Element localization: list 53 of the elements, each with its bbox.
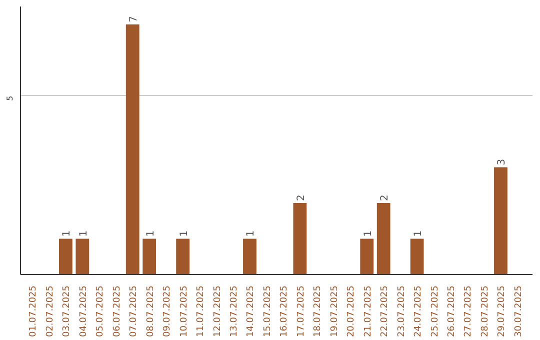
data-label: 1: [246, 230, 257, 237]
x-tick-label: 02.07.2025: [45, 286, 56, 338]
x-tick-label: 22.07.2025: [380, 286, 390, 338]
bar: [58, 238, 72, 274]
x-tick-label: 21.07.2025: [363, 286, 374, 338]
data-label: 1: [178, 230, 190, 237]
data-label: 3: [496, 158, 508, 166]
x-tick-label: 09.07.2025: [162, 286, 173, 338]
data-label: 1: [62, 230, 73, 237]
bar: [410, 238, 424, 274]
x-tick-label: 23.07.2025: [396, 286, 407, 338]
bar: [142, 238, 156, 274]
data-label: 2: [380, 194, 391, 202]
data-label: 7: [128, 16, 140, 22]
data-label: 1: [78, 230, 90, 237]
bar: [126, 24, 140, 274]
data-label: 2: [296, 194, 307, 202]
x-tick-label: 13.07.2025: [229, 286, 240, 338]
bar: [176, 238, 190, 274]
bar: [360, 238, 374, 274]
bar: [494, 167, 508, 274]
x-tick-label: 15.07.2025: [262, 286, 273, 338]
x-tick-label: 10.07.2025: [179, 286, 190, 338]
x-tick-label: 06.07.2025: [112, 286, 122, 338]
x-tick-label: 26.07.2025: [447, 286, 458, 338]
x-tick-label: 19.07.2025: [330, 286, 340, 338]
data-label: 1: [413, 230, 424, 237]
x-tick-label: 12.07.2025: [212, 286, 223, 338]
x-tick-label: 28.07.2025: [480, 286, 490, 338]
x-tick-label: 11.07.2025: [196, 286, 206, 338]
bar: [293, 203, 307, 274]
data-label: 1: [145, 230, 156, 237]
x-tick-label: 20.07.2025: [346, 286, 357, 338]
bar: [243, 238, 256, 274]
data-label: 1: [362, 230, 374, 237]
x-tick-label: 17.07.2025: [296, 286, 306, 338]
x-tick-label: 24.07.2025: [414, 286, 424, 338]
x-tick-label: 14.07.2025: [246, 286, 256, 338]
x-tick-label: 16.07.2025: [280, 286, 290, 338]
x-tick-label: 25.07.2025: [430, 286, 440, 338]
bar: [76, 238, 90, 274]
y-tick-label: 5: [6, 96, 14, 101]
x-tick-label: 30.07.2025: [514, 286, 524, 338]
x-tick-label: 07.07.2025: [129, 286, 140, 338]
x-tick-label: 04.07.2025: [78, 286, 89, 338]
x-tick-label: 03.07.2025: [62, 286, 72, 338]
x-tick-label: 08.07.2025: [146, 286, 156, 338]
x-tick-label: 27.07.2025: [464, 286, 474, 338]
x-tick-label: 29.07.2025: [497, 286, 508, 338]
x-tick-label: 05.07.2025: [96, 286, 106, 338]
x-tick-label: 01.07.2025: [28, 286, 39, 338]
bar: [376, 203, 390, 274]
x-tick-label: 18.07.2025: [313, 286, 324, 338]
